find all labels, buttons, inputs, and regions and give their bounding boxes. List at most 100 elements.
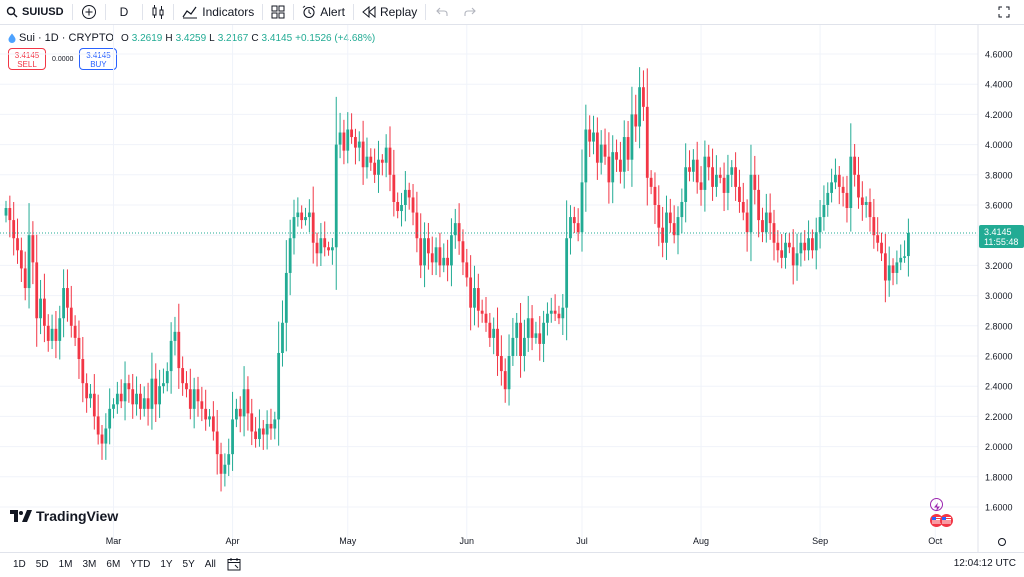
candle-body bbox=[50, 328, 54, 341]
range-button-all[interactable]: All bbox=[204, 558, 216, 570]
candle-body bbox=[726, 174, 730, 193]
range-button-5y[interactable]: 5Y bbox=[182, 558, 195, 570]
candle-body bbox=[261, 428, 265, 435]
x-tick-label: Jul bbox=[576, 536, 588, 546]
x-tick-label: Apr bbox=[226, 536, 240, 546]
candle-body bbox=[319, 238, 323, 254]
candle-body bbox=[392, 174, 396, 202]
candle-body bbox=[546, 313, 549, 323]
candle-body bbox=[764, 212, 768, 233]
countdown-label: 11:55:48 bbox=[984, 237, 1018, 247]
candle-body bbox=[150, 378, 154, 409]
candle-body bbox=[296, 212, 300, 218]
candle-body bbox=[123, 383, 127, 402]
candle-body bbox=[396, 201, 400, 212]
undo-button[interactable] bbox=[428, 0, 456, 25]
candle-body bbox=[357, 141, 361, 148]
range-button-1m[interactable]: 1M bbox=[58, 558, 73, 570]
y-tick-label: 4.4000 bbox=[985, 80, 1013, 90]
x-tick-label: Aug bbox=[693, 536, 709, 546]
spread-value: 0.0000 bbox=[52, 55, 74, 63]
candle-body bbox=[219, 454, 223, 474]
candle-body bbox=[453, 223, 457, 236]
candle-body bbox=[139, 393, 142, 409]
candle-body bbox=[66, 288, 69, 308]
candle-body bbox=[27, 235, 31, 289]
divider bbox=[104, 4, 106, 20]
candle-body bbox=[315, 242, 319, 254]
candle-body bbox=[119, 393, 123, 402]
candle-body bbox=[657, 205, 661, 228]
close-label: C bbox=[251, 32, 259, 44]
candle-body bbox=[837, 174, 841, 187]
event-badge[interactable] bbox=[930, 514, 943, 527]
candle-body bbox=[499, 356, 503, 372]
candle-body bbox=[35, 262, 39, 319]
candle-body bbox=[112, 404, 115, 409]
candle-body bbox=[845, 192, 849, 209]
y-tick-label: 4.6000 bbox=[985, 50, 1013, 60]
range-button-5d[interactable]: 5D bbox=[35, 558, 49, 570]
candle-body bbox=[154, 378, 158, 405]
candle-body bbox=[538, 333, 542, 344]
last-price-label: 3.4145 bbox=[984, 227, 1012, 237]
candle-body bbox=[131, 389, 135, 405]
price-chart[interactable]: 4.60004.40004.20004.00003.80003.60003.40… bbox=[0, 25, 1024, 552]
candle-body bbox=[81, 359, 85, 384]
candle-body bbox=[853, 156, 857, 175]
candle-body bbox=[476, 288, 480, 311]
candle-body bbox=[580, 182, 584, 233]
candle-body bbox=[300, 212, 304, 221]
fullscreen-button[interactable] bbox=[992, 0, 1024, 25]
close-value: 3.4145 bbox=[261, 32, 293, 44]
candle-body bbox=[365, 156, 369, 168]
candle-body bbox=[442, 257, 446, 266]
redo-button[interactable] bbox=[456, 0, 484, 25]
candle-body bbox=[749, 174, 753, 233]
candle-body bbox=[841, 186, 845, 193]
goto-date-button[interactable] bbox=[221, 552, 247, 577]
range-button-1d[interactable]: 1D bbox=[13, 558, 26, 570]
candle-body bbox=[703, 156, 707, 190]
alarm-clock-icon bbox=[302, 5, 316, 19]
utc-clock[interactable]: 12:04:12 UTC bbox=[953, 558, 1016, 569]
compare-button[interactable] bbox=[75, 0, 103, 25]
candle-body bbox=[619, 159, 622, 172]
event-badge[interactable] bbox=[940, 514, 953, 527]
candle-body bbox=[188, 389, 192, 409]
candle-body bbox=[127, 383, 131, 390]
candle-body bbox=[427, 238, 430, 254]
candle-body bbox=[231, 419, 234, 455]
legend-title: Sui · 1D · CRYPTO bbox=[19, 32, 114, 44]
sell-price: 3.4145 bbox=[14, 51, 40, 60]
candle-body bbox=[350, 129, 353, 138]
candle-body bbox=[434, 247, 438, 263]
buy-label: BUY bbox=[90, 60, 107, 69]
y-tick-label: 1.6000 bbox=[985, 503, 1013, 513]
range-button-ytd[interactable]: YTD bbox=[130, 558, 151, 570]
range-button-6m[interactable]: 6M bbox=[106, 558, 121, 570]
interval-button[interactable]: D bbox=[108, 0, 141, 25]
candle-body bbox=[407, 189, 411, 198]
candle-body bbox=[338, 132, 342, 145]
chart-type-button[interactable] bbox=[145, 0, 171, 25]
y-tick-label: 2.8000 bbox=[985, 321, 1013, 331]
search-icon bbox=[6, 6, 18, 18]
range-button-1y[interactable]: 1Y bbox=[160, 558, 173, 570]
indicators-button[interactable]: Indicators bbox=[176, 0, 260, 25]
range-button-3m[interactable]: 3M bbox=[82, 558, 97, 570]
symbol-search[interactable]: SUIUSD bbox=[0, 0, 70, 25]
layouts-button[interactable] bbox=[265, 0, 291, 25]
change-value: +0.1526 (+4.68%) bbox=[295, 32, 376, 44]
candle-body bbox=[695, 159, 699, 183]
lightning-badge[interactable] bbox=[930, 498, 943, 511]
candle-body bbox=[553, 310, 557, 314]
candle-body bbox=[761, 220, 764, 233]
candle-body bbox=[77, 337, 81, 360]
indicators-label: Indicators bbox=[202, 5, 255, 19]
candle-body bbox=[492, 328, 496, 338]
candle-body bbox=[288, 238, 292, 273]
candle-body bbox=[304, 217, 307, 221]
replay-button[interactable]: Replay bbox=[356, 0, 423, 25]
alert-button[interactable]: Alert bbox=[296, 0, 351, 25]
